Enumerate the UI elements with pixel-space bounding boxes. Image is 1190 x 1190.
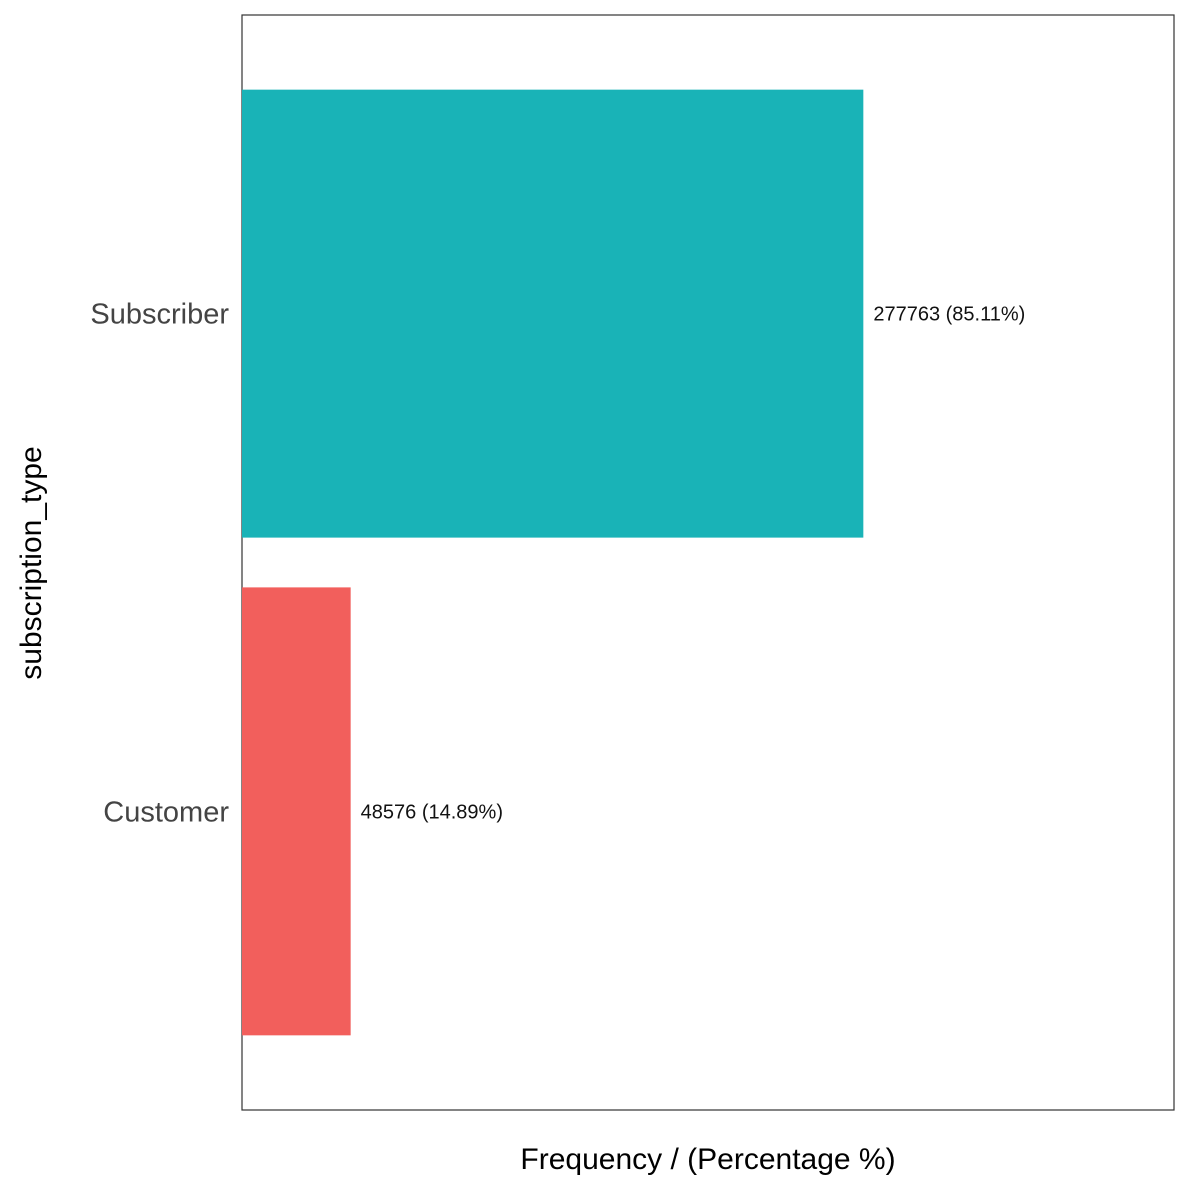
category-label-customer: Customer [103, 796, 229, 828]
category-label-subscriber: Subscriber [90, 299, 229, 331]
bar-customer [242, 587, 351, 1036]
bar-subscriber [242, 89, 864, 538]
y-axis-title: subscription_type [15, 446, 48, 679]
x-axis-title: Frequency / (Percentage %) [520, 1143, 895, 1176]
data-label-subscriber: 277763 (85.11%) [873, 304, 1025, 326]
data-labels-group: 48576 (14.89%) 277763 (85.11%) [361, 304, 1026, 824]
category-labels: Customer Subscriber [90, 299, 229, 829]
bars-group [242, 89, 864, 1036]
data-label-customer: 48576 (14.89%) [361, 801, 503, 823]
